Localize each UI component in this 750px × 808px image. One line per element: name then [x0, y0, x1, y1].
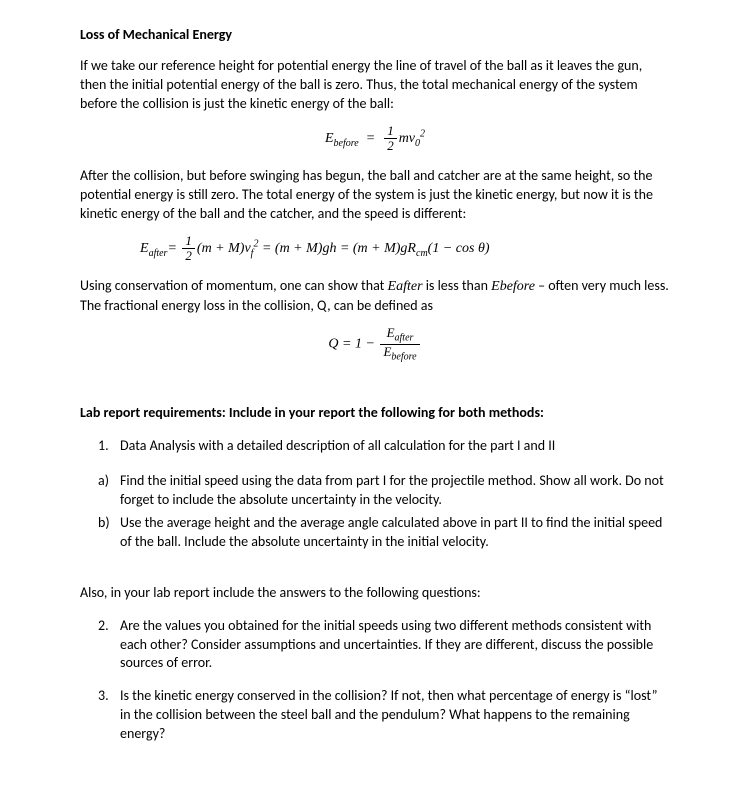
eq2-two-sup: 2	[253, 238, 258, 249]
eq2-rhs2: (1 − cos θ)	[428, 241, 490, 256]
item-1-number: 1.	[98, 437, 120, 456]
also-paragraph: Also, in your lab report include the ans…	[80, 584, 670, 603]
inline-e-before: Ebefore	[491, 279, 535, 294]
eq2-cm-sub: cm	[416, 248, 428, 259]
eq1-den: 2	[384, 139, 397, 153]
item-2-text: Are the values you obtained for the init…	[120, 617, 653, 672]
equation-e-after: Eafter= 1 2 (m + M)vf2 = (m + M)gh = (m …	[80, 234, 670, 264]
inline-e-before-E: E	[491, 279, 500, 294]
eq3-num-E: E	[387, 325, 395, 340]
eq1-two-sup: 2	[420, 128, 425, 139]
inline-e-after-sub: after	[396, 279, 422, 294]
section-gap-2	[80, 556, 670, 584]
paragraph-1: If we take our reference height for pote…	[80, 57, 670, 114]
eq3-Q: Q = 1 −	[328, 337, 378, 352]
eq2-num: 1	[182, 234, 195, 249]
section-gap	[80, 376, 670, 404]
list-item-2: 2.Are the values you obtained for the in…	[80, 617, 670, 674]
item-a-label: a)	[98, 472, 120, 491]
paragraph-3: Using conservation of momentum, one can …	[80, 277, 670, 316]
item-2-number: 2.	[98, 617, 120, 636]
inline-e-before-sub: before	[500, 279, 535, 294]
item-3-number: 3.	[98, 687, 120, 706]
eq2-term1: (m + M)v	[197, 241, 251, 256]
p3-a: Using conservation of momentum, one can …	[80, 277, 388, 294]
item-a-text: Find the initial speed using the data fr…	[120, 472, 664, 508]
eq1-num: 1	[384, 124, 397, 139]
eq3-den: Ebefore	[380, 345, 419, 363]
equation-e-before: Ebefore = 1 2 mv02	[80, 124, 670, 154]
list-item-a: a)Find the initial speed using the data …	[80, 472, 670, 510]
item-3-text: Is the kinetic energy conserved in the c…	[120, 687, 657, 742]
eq2-after-sub: after	[149, 248, 168, 259]
inline-e-after: Eafter	[388, 279, 423, 294]
list-item-1: 1.Data Analysis with a detailed descript…	[80, 437, 670, 456]
eq3-den-sub: before	[391, 351, 416, 362]
list-item-3: 3.Is the kinetic energy conserved in the…	[80, 687, 670, 744]
eq1-zero-sub: 0	[415, 137, 420, 148]
eq2-rhs1: = (m + M)gh = (m + M)gR	[262, 241, 416, 256]
eq2-fraction: 1 2	[182, 234, 195, 264]
list-item-b: b)Use the average height and the average…	[80, 514, 670, 552]
document-page: Loss of Mechanical Energy If we take our…	[0, 0, 750, 788]
item-b-label: b)	[98, 514, 120, 533]
paragraph-2: After the collision, but before swinging…	[80, 167, 670, 224]
eq2-den: 2	[182, 249, 195, 263]
eq3-fraction: Eafter Ebefore	[380, 326, 419, 362]
eq1-mv: mv	[399, 131, 415, 146]
eq2-f-sub: f	[251, 248, 254, 259]
eq2-E: E	[140, 241, 149, 256]
eq3-num: Eafter	[380, 326, 419, 345]
p3-b: is less than	[423, 277, 492, 294]
item-b-text: Use the average height and the average a…	[120, 514, 662, 550]
item-1-text: Data Analysis with a detailed descriptio…	[120, 437, 555, 454]
eq1-before-sub: before	[334, 137, 359, 148]
eq3-num-sub: after	[395, 333, 414, 344]
lab-report-heading: Lab report requirements: Include in your…	[80, 404, 670, 423]
eq1-fraction: 1 2	[384, 124, 397, 154]
inline-e-after-E: E	[388, 279, 397, 294]
eq1-E: E	[325, 131, 334, 146]
equation-q: Q = 1 − Eafter Ebefore	[80, 326, 670, 362]
section-title: Loss of Mechanical Energy	[80, 26, 670, 45]
